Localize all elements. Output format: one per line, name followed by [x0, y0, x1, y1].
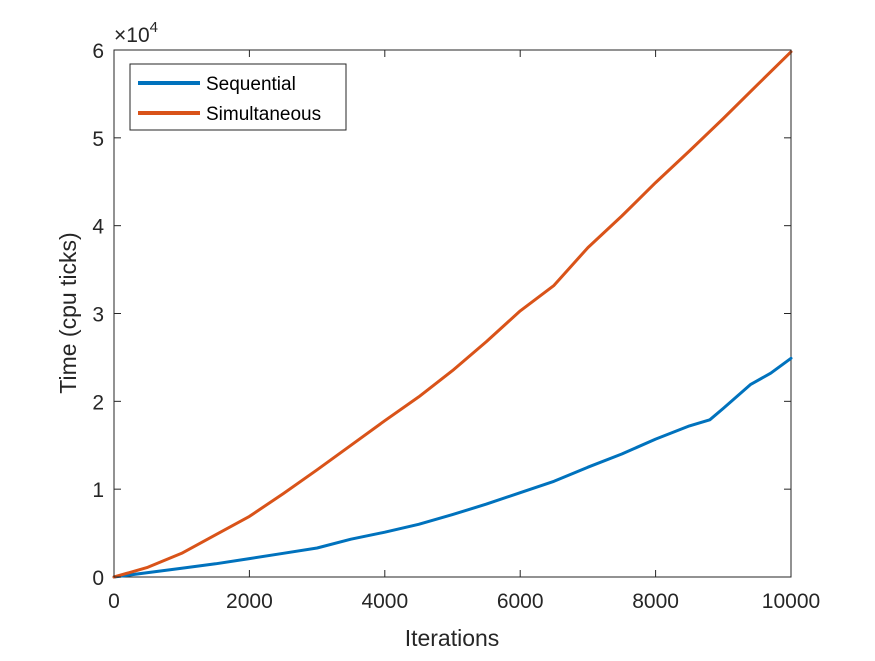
x-axis-label: Iterations — [405, 625, 500, 651]
y-tick-label: 3 — [92, 304, 104, 327]
y-tick-label: 6 — [92, 40, 104, 63]
series-line-sequential — [112, 356, 793, 579]
y-exponent-power: 4 — [150, 19, 158, 36]
legend-label-simultaneous: Simultaneous — [206, 104, 321, 125]
y-tick-label: 1 — [92, 479, 104, 502]
y-tick-label: 2 — [92, 391, 104, 414]
tick-layer: 0 2000 4000 6000 8000 10000 0 1 2 3 4 5 6 — [92, 40, 820, 613]
x-tick-label: 10000 — [762, 590, 820, 613]
y-axis-label: Time (cpu ticks) — [55, 232, 81, 393]
series-layer — [112, 50, 793, 579]
legend-box — [129, 63, 347, 131]
legend-label-sequential: Sequential — [206, 74, 296, 95]
y-exponent-base: ×10 — [114, 24, 150, 47]
x-tick-label: 4000 — [361, 590, 408, 613]
y-tick-label: 0 — [92, 567, 104, 590]
y-tick-label: 4 — [92, 216, 104, 239]
x-tick-label: 2000 — [226, 590, 273, 613]
y-exponent-label: ×104 — [114, 19, 158, 47]
plot-area — [113, 49, 792, 578]
x-tick-label: 8000 — [632, 590, 679, 613]
legend: Sequential Simultaneous — [129, 63, 347, 131]
y-tick-label: 5 — [92, 128, 104, 151]
x-tick-label: 6000 — [497, 590, 544, 613]
series-line-simultaneous — [112, 50, 793, 579]
x-tick-label: 0 — [108, 590, 120, 613]
